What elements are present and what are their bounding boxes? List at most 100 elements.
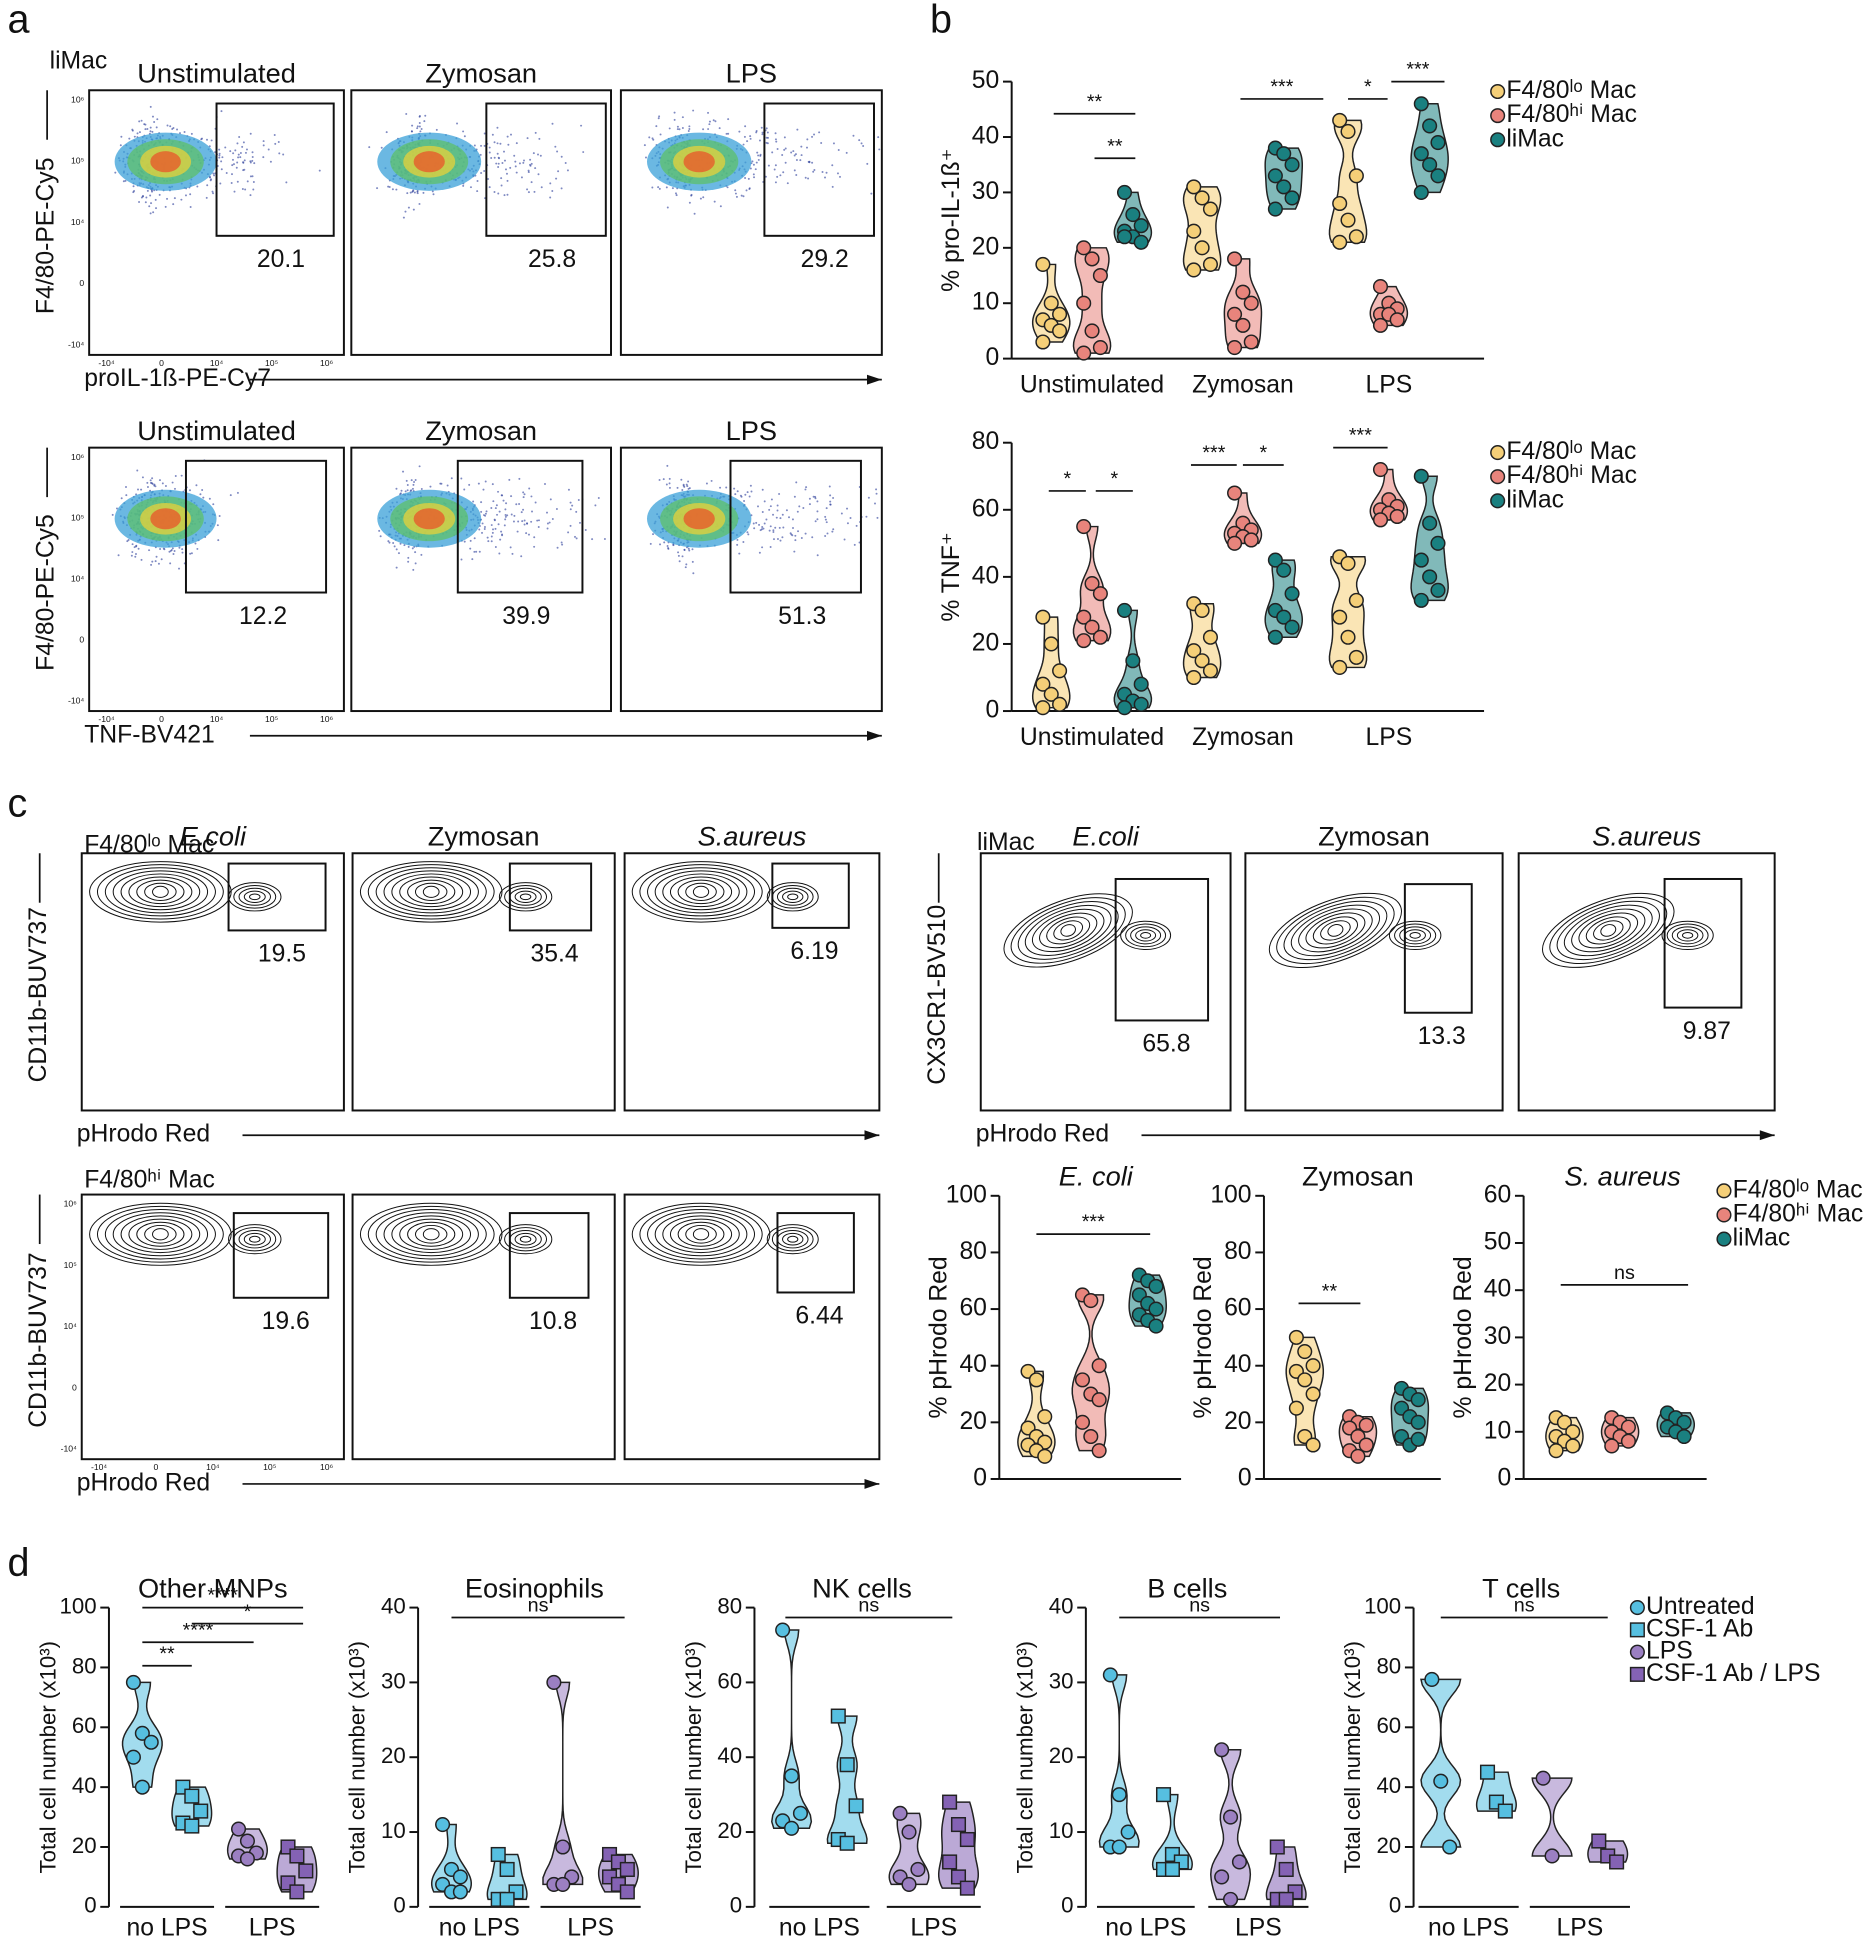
event-dot (832, 496, 835, 499)
event-dot (813, 168, 816, 171)
contour (1053, 920, 1084, 941)
event-dot (273, 134, 276, 137)
data-point (1202, 201, 1218, 217)
panel-label: b (930, 0, 952, 42)
event-dot (218, 154, 221, 157)
y-tick-label: 20 (72, 1833, 97, 1858)
flow-plot (377, 465, 606, 571)
event-dot (875, 492, 878, 495)
gate (508, 1212, 590, 1299)
event-dot (561, 543, 564, 546)
event-dot (473, 144, 476, 147)
event-dot (758, 139, 761, 142)
event-dot (759, 154, 762, 157)
event-dot (243, 159, 246, 162)
event-dot (136, 132, 139, 135)
event-dot (251, 159, 254, 162)
event-dot (416, 125, 419, 128)
event-dot (497, 490, 500, 493)
violin (771, 1629, 813, 1830)
event-dot (820, 141, 823, 144)
event-dot (400, 489, 403, 492)
data-point (1358, 1417, 1374, 1433)
event-dot (761, 133, 764, 136)
data-point (1202, 256, 1218, 272)
data-point (1092, 586, 1108, 602)
event-dot (160, 558, 163, 561)
event-dot (758, 523, 761, 526)
contour (1593, 920, 1624, 941)
data-point (1288, 1400, 1304, 1416)
event-dot (511, 552, 514, 555)
data-point (959, 1880, 975, 1896)
data-point (1479, 1764, 1496, 1780)
event-dot (151, 115, 154, 118)
event-dot (128, 137, 131, 140)
event-dot (397, 552, 400, 555)
contour (375, 867, 487, 917)
event-dot (792, 526, 794, 529)
data-point (1389, 312, 1405, 328)
event-dot (749, 167, 752, 170)
event-dot (813, 133, 816, 136)
event-dot (526, 188, 529, 191)
event-dot (422, 191, 425, 194)
event-dot (132, 191, 135, 194)
data-point (1413, 146, 1429, 162)
event-dot (775, 516, 778, 519)
flow-y-tick: 10⁵ (71, 513, 85, 523)
x-group-label: LPS (249, 1915, 296, 1939)
event-dot (768, 508, 771, 511)
data-point (1544, 1848, 1560, 1864)
flow-plot (643, 109, 881, 215)
contour (1017, 901, 1119, 960)
event-dot (765, 127, 768, 130)
event-dot (742, 143, 745, 146)
event-dot (749, 484, 752, 487)
event-dot (597, 497, 600, 500)
data-point (1116, 700, 1133, 716)
event-dot (522, 508, 525, 511)
event-dot (702, 128, 705, 131)
flow-y-tick: 10⁵ (71, 156, 85, 166)
event-dot (172, 203, 175, 206)
event-dot (395, 548, 398, 551)
data-point (950, 1817, 967, 1833)
event-dot (395, 566, 398, 569)
event-dot (556, 150, 559, 153)
event-dot (812, 170, 815, 173)
contour (399, 1218, 464, 1250)
data-point (1267, 629, 1283, 645)
event-dot (500, 184, 503, 187)
event-dot (649, 542, 652, 545)
event-dot (526, 522, 528, 525)
data-point (298, 1863, 314, 1879)
data-point (1535, 1770, 1551, 1786)
event-dot (774, 132, 777, 135)
event-dot (246, 180, 249, 183)
data-point (784, 1820, 800, 1836)
event-dot (533, 536, 536, 539)
event-dot (387, 185, 390, 188)
plot-frame (619, 446, 883, 713)
event-dot (154, 198, 157, 201)
contour (136, 879, 185, 905)
data-point (1035, 334, 1051, 350)
event-dot (490, 540, 493, 543)
contour (662, 1215, 740, 1254)
data-point (239, 1851, 255, 1867)
event-dot (213, 174, 216, 177)
flow-y-tick: -10⁴ (68, 339, 84, 349)
y-tick-label: 60 (1484, 1181, 1512, 1208)
event-dot (239, 156, 242, 159)
density (413, 151, 445, 173)
event-dot (743, 135, 746, 138)
data-point (1043, 686, 1059, 702)
event-dot (504, 168, 507, 171)
event-dot (520, 555, 523, 558)
legend-marker (1490, 493, 1506, 509)
event-dot (523, 493, 526, 496)
event-dot (478, 550, 481, 553)
data-point (950, 1869, 967, 1885)
